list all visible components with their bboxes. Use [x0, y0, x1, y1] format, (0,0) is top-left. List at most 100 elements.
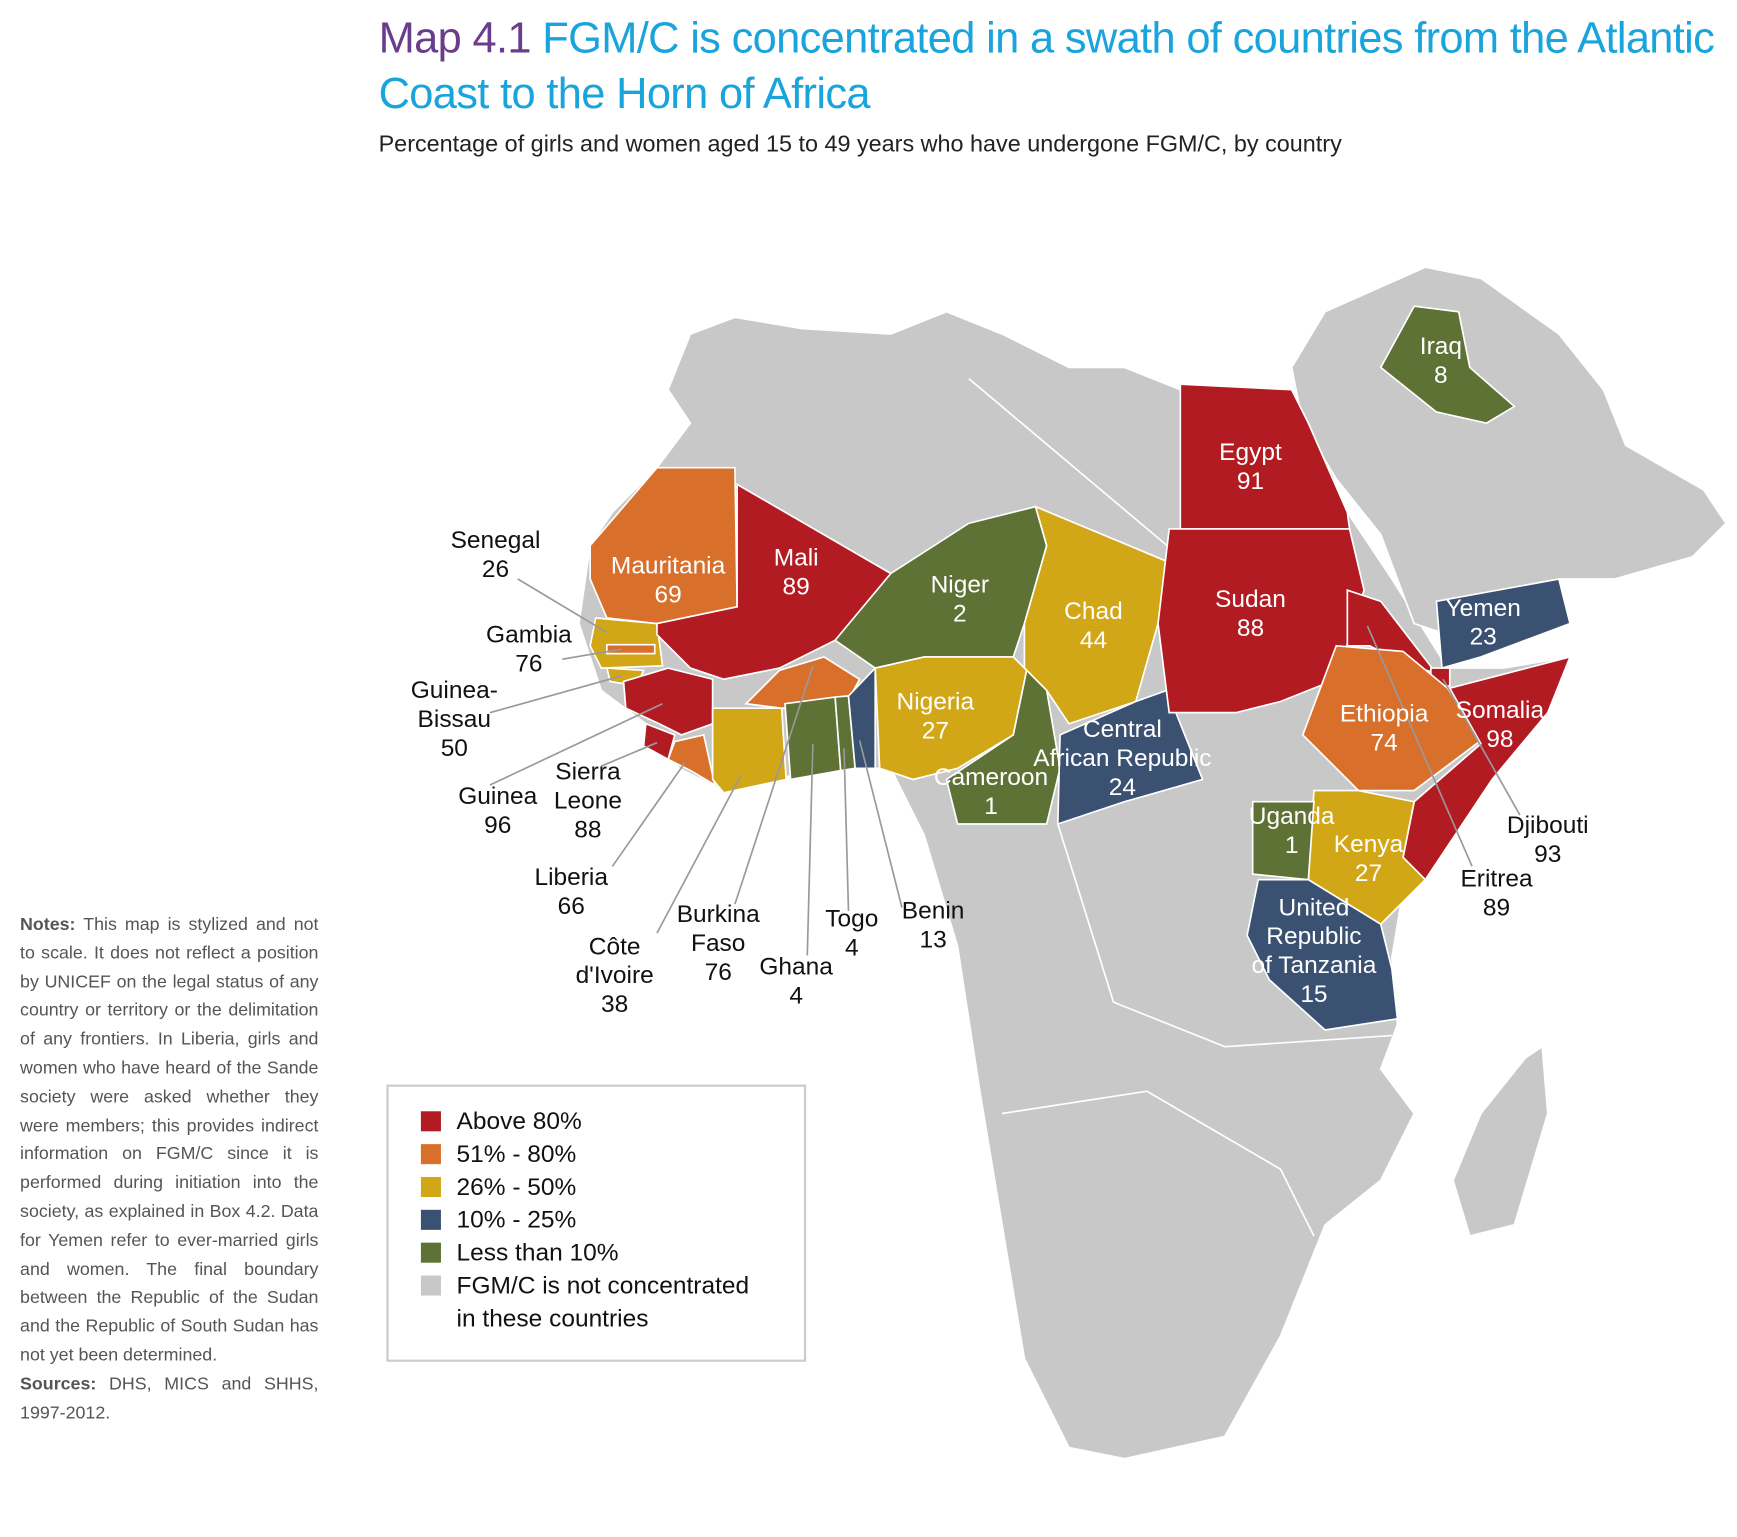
country-name: Togo	[825, 905, 878, 932]
country-shape	[589, 617, 664, 669]
notes-text: This map is stylized and not to scale. I…	[20, 915, 319, 1366]
legend-swatch	[420, 1209, 441, 1230]
leader-line	[1442, 678, 1521, 816]
leader-line	[858, 740, 903, 908]
map-label: Map 4.1	[378, 14, 532, 63]
country-value: 91	[1237, 468, 1264, 495]
leader-line	[562, 648, 622, 661]
country-value: 89	[1483, 894, 1510, 921]
legend-swatch	[420, 1275, 441, 1296]
country-value: 1	[984, 793, 998, 820]
country-value: 44	[1080, 627, 1107, 654]
leader-line	[600, 741, 658, 767]
country-shape	[1301, 644, 1483, 792]
country-value: 76	[705, 959, 732, 986]
country-value: 96	[484, 812, 511, 839]
country-name: Guinea-	[411, 677, 498, 704]
country-name: Sierra	[555, 758, 621, 785]
title-text: FGM/C is concentrated in a swath of coun…	[378, 14, 1715, 119]
country-name: Faso	[691, 930, 745, 957]
country-shape	[1056, 689, 1204, 826]
sources-text: DHS, MICS and SHHS, 1997-2012.	[20, 1374, 319, 1423]
legend-label: 26% - 50%	[457, 1174, 577, 1201]
country-name: African Republic	[1033, 745, 1211, 772]
legend: Above 80% 51% - 80% 26% - 50% 10% - 25% Less…	[420, 1108, 749, 1333]
country-name: Ethiopia	[1340, 701, 1429, 728]
country-shape	[1379, 305, 1516, 425]
sources-label: Sources:	[20, 1374, 97, 1394]
legend-label: 51% - 80%	[457, 1141, 577, 1168]
legend-swatch	[420, 1144, 441, 1165]
legend-label: Above 80%	[457, 1108, 582, 1135]
country-value: 23	[1470, 624, 1497, 651]
leader-line	[843, 748, 850, 911]
leader-line	[734, 665, 814, 905]
country-value: 38	[601, 991, 628, 1018]
country-name: Chad	[1064, 598, 1123, 625]
country-name: of Tanzania	[1252, 952, 1377, 979]
country-name: Niger	[931, 571, 990, 598]
country-value: 4	[789, 982, 803, 1009]
leader-line	[489, 702, 663, 786]
leader-line	[489, 675, 622, 714]
country-value: 88	[1237, 615, 1264, 642]
country-name: Somalia	[1456, 697, 1545, 724]
legend-label: Less than 10%	[457, 1239, 619, 1266]
country-name: Mali	[774, 545, 819, 572]
country-name: Côte	[589, 933, 641, 960]
country-value: 89	[783, 574, 810, 601]
country-name: Gambia	[486, 621, 572, 648]
country-value: 24	[1109, 774, 1136, 801]
country-value: 1	[1285, 832, 1299, 859]
legend-box	[386, 1084, 807, 1362]
country-name: Iraq	[1420, 333, 1462, 360]
country-shape	[1435, 578, 1572, 670]
country-name: Burkina	[677, 901, 760, 928]
notes-label: Notes:	[20, 915, 76, 935]
legend-swatch	[420, 1242, 441, 1263]
country-name: Benin	[902, 898, 965, 925]
country-value: 27	[922, 717, 949, 744]
leader-line	[611, 762, 686, 867]
country-value: 4	[845, 934, 859, 961]
border	[968, 377, 1181, 558]
country-name: Yemen	[1446, 595, 1521, 622]
country-shape	[667, 733, 717, 787]
country-name: Liberia	[534, 864, 608, 891]
country-name: Guinea	[458, 783, 537, 810]
country-name: Eritrea	[1460, 865, 1532, 892]
labels: Senegal26Gambia76Guinea-Bissau50Guinea96…	[411, 333, 1589, 1018]
country-value: 88	[574, 816, 601, 843]
country-shape	[622, 667, 714, 736]
country-value: 8	[1434, 362, 1448, 389]
country-value: 76	[515, 650, 542, 677]
country-value: 66	[558, 893, 585, 920]
title: Map 4.1 FGM/C is concentrated in a swath…	[379, 11, 1732, 122]
countries	[589, 305, 1572, 1031]
border	[1057, 823, 1392, 1048]
country-name: Nigeria	[897, 688, 975, 715]
leader-line	[656, 775, 742, 934]
legend-swatch	[420, 1176, 441, 1198]
country-shape	[744, 656, 861, 710]
country-value: 69	[654, 581, 681, 608]
country-name: Senegal	[451, 527, 541, 554]
country-shape	[1246, 878, 1399, 1031]
country-value: 98	[1486, 726, 1513, 753]
country-value: 27	[1355, 860, 1382, 887]
country-name: Bissau	[418, 706, 492, 733]
border	[1002, 1090, 1315, 1237]
country-shape	[711, 707, 788, 794]
country-name: Mauritania	[611, 552, 726, 579]
notes: Notes: This map is stylized and not to s…	[20, 911, 318, 1428]
country-name: Cameroon	[934, 764, 1048, 791]
legend-label: in these countries	[457, 1306, 649, 1333]
leader-line	[1366, 625, 1473, 867]
country-value: 50	[441, 735, 468, 762]
country-name: Leone	[554, 787, 622, 814]
country-name: Sudan	[1215, 586, 1286, 613]
country-shape	[1157, 528, 1365, 714]
